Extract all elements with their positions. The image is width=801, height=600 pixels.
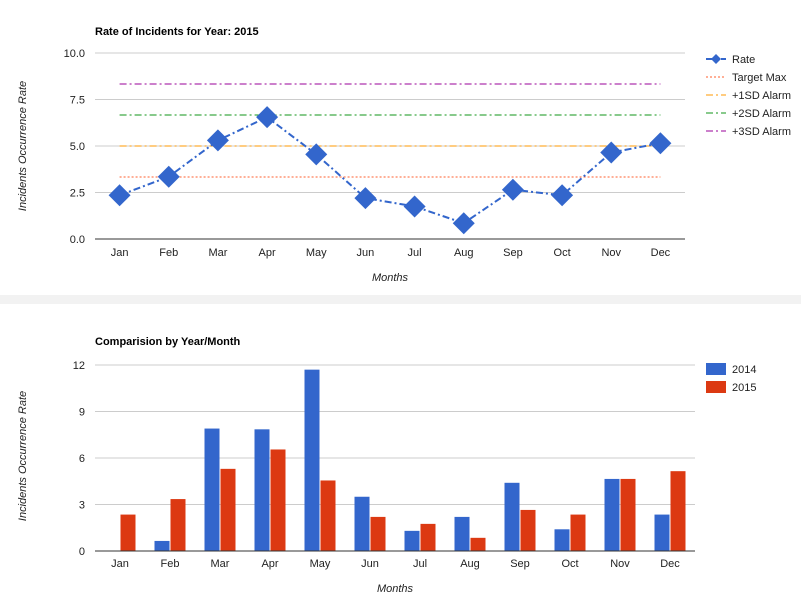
legend-label[interactable]: +2SD Alarm <box>732 108 791 120</box>
x-tick-label: Oct <box>554 247 571 259</box>
bar[interactable] <box>404 530 420 551</box>
legend: Rate Target Max +1SD Alarm +2SD Alarm +3SD A… <box>706 54 791 138</box>
x-tick-label: Dec <box>651 247 671 259</box>
data-point[interactable] <box>600 141 623 164</box>
data-point[interactable] <box>354 187 377 210</box>
y-tick-label: 0 <box>79 546 85 558</box>
legend-swatch <box>706 363 726 375</box>
legend-marker <box>711 54 721 64</box>
bar[interactable] <box>220 468 236 551</box>
bar[interactable] <box>370 516 386 551</box>
bar[interactable] <box>554 529 570 551</box>
bar[interactable] <box>670 471 686 551</box>
data-point[interactable] <box>501 178 524 201</box>
chart-title: Rate of Incidents for Year: 2015 <box>95 26 259 38</box>
legend-label[interactable]: Target Max <box>732 72 787 84</box>
bar[interactable] <box>270 449 286 551</box>
bar[interactable] <box>254 429 270 551</box>
bar[interactable] <box>354 496 370 551</box>
x-tick-label: Feb <box>161 558 180 570</box>
legend-label[interactable]: +3SD Alarm <box>732 126 791 138</box>
bar[interactable] <box>654 514 670 551</box>
bar[interactable] <box>570 514 586 551</box>
y-tick-label: 3 <box>79 500 85 512</box>
bar-chart: Comparision by Year/Month 0 3 6 9 12 Jan Feb M… <box>17 336 756 595</box>
x-tick-label: Jul <box>408 247 422 259</box>
x-tick-label: Nov <box>610 558 630 570</box>
bar[interactable] <box>170 499 186 551</box>
legend: 2014 2015 <box>706 363 756 394</box>
x-tick-label: May <box>310 558 331 570</box>
x-tick-label: Jun <box>361 558 379 570</box>
x-axis-title: Months <box>377 583 414 595</box>
bar[interactable] <box>520 509 536 551</box>
bar[interactable] <box>420 523 436 551</box>
series-line <box>119 116 661 225</box>
chart-title: Comparision by Year/Month <box>95 336 241 348</box>
y-tick-label: 10.0 <box>64 48 85 60</box>
y-tick-label: 5.0 <box>70 141 85 153</box>
bar[interactable] <box>470 537 486 551</box>
bar[interactable] <box>604 478 620 551</box>
x-tick-label: May <box>306 247 327 259</box>
data-point[interactable] <box>157 165 180 188</box>
y-tick-label: 2.5 <box>70 188 85 200</box>
y-axis-title: Incidents Occurrence Rate <box>17 391 29 521</box>
y-tick-label: 7.5 <box>70 95 85 107</box>
legend-label[interactable]: 2015 <box>732 382 756 394</box>
x-tick-label: Sep <box>510 558 530 570</box>
x-tick-label: Mar <box>211 558 230 570</box>
bar[interactable] <box>504 482 520 551</box>
data-point[interactable] <box>256 106 279 129</box>
data-point[interactable] <box>305 143 328 166</box>
y-tick-label: 0.0 <box>70 234 85 246</box>
legend-label[interactable]: Rate <box>732 54 755 66</box>
x-tick-label: Sep <box>503 247 523 259</box>
x-tick-label: Mar <box>208 247 227 259</box>
data-point[interactable] <box>108 184 131 207</box>
x-tick-label: Apr <box>259 247 276 259</box>
bar[interactable] <box>454 516 470 551</box>
legend-label[interactable]: 2014 <box>732 364 756 376</box>
y-tick-label: 6 <box>79 453 85 465</box>
data-point[interactable] <box>206 129 229 152</box>
data-point[interactable] <box>551 184 574 207</box>
x-tick-label: Dec <box>660 558 680 570</box>
y-tick-label: 12 <box>73 360 85 372</box>
bar[interactable] <box>204 428 220 551</box>
x-tick-label: Aug <box>460 558 480 570</box>
x-tick-label: Jan <box>111 247 129 259</box>
line-chart: Rate of Incidents for Year: 2015 0.0 2.5 5… <box>17 26 791 284</box>
y-axis-title: Incidents Occurrence Rate <box>17 81 29 211</box>
legend-swatch <box>706 381 726 393</box>
x-tick-label: Oct <box>561 558 578 570</box>
legend-label[interactable]: +1SD Alarm <box>732 90 791 102</box>
bar[interactable] <box>120 514 136 551</box>
data-point[interactable] <box>403 195 426 218</box>
x-tick-label: Jul <box>413 558 427 570</box>
x-axis-title: Months <box>372 272 409 284</box>
data-point[interactable] <box>649 132 672 155</box>
data-point[interactable] <box>452 212 475 235</box>
bar[interactable] <box>154 540 170 551</box>
bar[interactable] <box>320 480 336 551</box>
x-tick-label: Jan <box>111 558 129 570</box>
line-chart-panel: Rate of Incidents for Year: 2015 0.0 2.5 5… <box>0 0 801 295</box>
bar[interactable] <box>304 369 320 551</box>
x-tick-label: Apr <box>261 558 278 570</box>
bar-chart-panel: Comparision by Year/Month 0 3 6 9 12 Jan Feb M… <box>0 304 801 600</box>
bar[interactable] <box>620 478 636 551</box>
x-tick-label: Nov <box>601 247 621 259</box>
x-tick-label: Feb <box>159 247 178 259</box>
x-tick-label: Aug <box>454 247 474 259</box>
x-tick-label: Jun <box>357 247 375 259</box>
y-tick-label: 9 <box>79 407 85 419</box>
